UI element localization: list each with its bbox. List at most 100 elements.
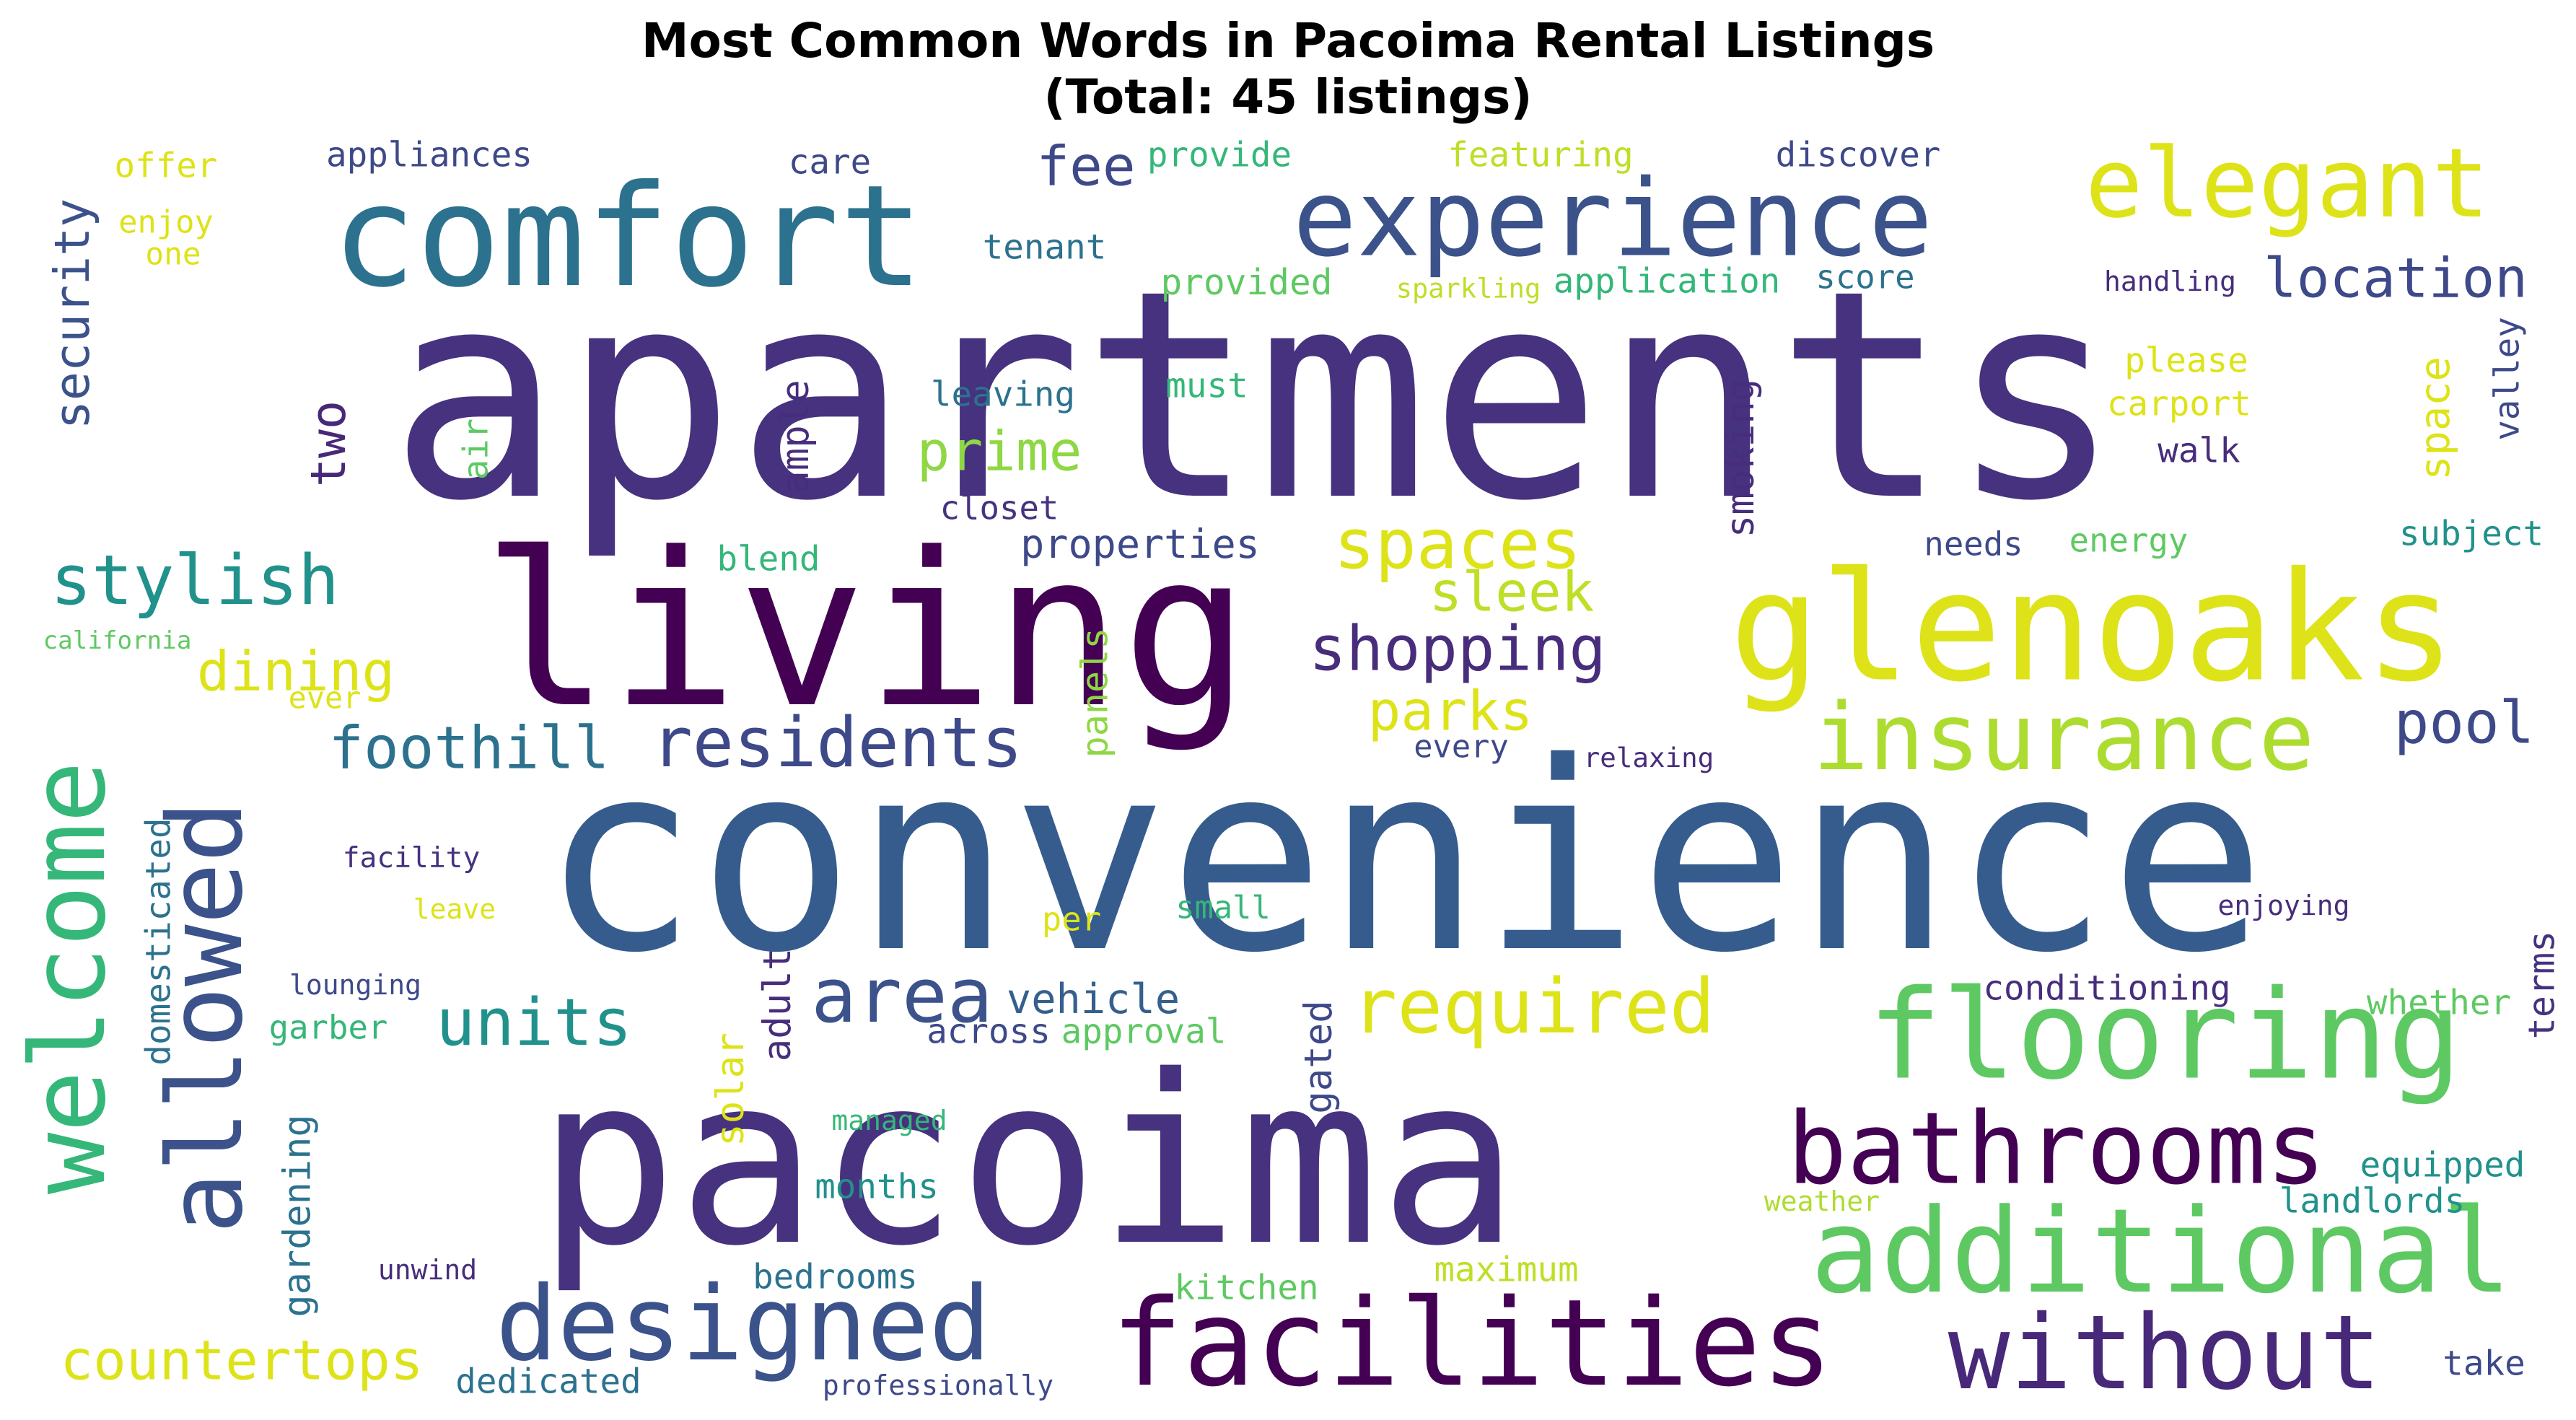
chart-title: Most Common Words in Pacoima Rental List… <box>0 13 2576 126</box>
word-allowed: allowed <box>146 801 266 1235</box>
word-parks: parks <box>1368 679 1533 743</box>
word-leave: leave <box>413 893 496 925</box>
word-welcome: welcome <box>9 761 128 1195</box>
word-experience: experience <box>1293 157 1933 281</box>
word-gated: gated <box>1297 1000 1341 1113</box>
word-lounging: lounging <box>289 969 421 1001</box>
word-sleek: sleek <box>1429 560 1595 624</box>
word-dedicated: dedicated <box>455 1362 641 1402</box>
word-managed: managed <box>831 1105 947 1136</box>
word-gardening: gardening <box>276 1114 320 1317</box>
word-terms: terms <box>2521 931 2563 1040</box>
word-solar: solar <box>709 1033 753 1146</box>
word-designed: designed <box>496 1264 991 1384</box>
word-per: per <box>1042 900 1101 939</box>
word-closet: closet <box>940 489 1059 527</box>
word-unwind: unwind <box>378 1254 477 1286</box>
chart-title-line-2: (Total: 45 listings) <box>1043 69 1533 125</box>
word-appliances: appliances <box>326 136 533 175</box>
word-bedrooms: bedrooms <box>753 1258 918 1297</box>
word-leaving: leaving <box>931 375 1075 415</box>
word-relaxing: relaxing <box>1584 742 1714 773</box>
word-walk: walk <box>2157 431 2240 471</box>
word-comfort: comfort <box>332 154 924 318</box>
word-glenoaks: glenoaks <box>1730 540 2456 716</box>
word-across: across <box>926 1012 1051 1052</box>
word-residents: residents <box>652 704 1023 783</box>
word-professionally: professionally <box>823 1369 1053 1401</box>
word-vehicle: vehicle <box>1007 976 1180 1023</box>
word-conditioning: conditioning <box>1983 969 2230 1009</box>
word-units: units <box>436 985 632 1061</box>
word-every: every <box>1414 729 1509 766</box>
word-apartments: apartments <box>389 229 2122 564</box>
word-months: months <box>815 1167 939 1207</box>
word-sparkling: sparkling <box>1396 273 1541 304</box>
word-spaces: spaces <box>1333 505 1581 584</box>
word-enjoying: enjoying <box>2217 890 2349 921</box>
word-bathrooms: bathrooms <box>1787 1092 2326 1207</box>
word-featuring: featuring <box>1447 136 1633 175</box>
word-weather: weather <box>1764 1185 1880 1217</box>
word-enjoy: enjoy <box>118 204 214 241</box>
word-facility: facility <box>343 841 481 875</box>
word-care: care <box>789 143 871 183</box>
word-blend: blend <box>717 540 820 579</box>
word-domesticated: domesticated <box>139 818 179 1065</box>
word-application: application <box>1554 262 1781 302</box>
word-shopping: shopping <box>1309 614 1606 685</box>
word-fee: fee <box>1036 134 1135 198</box>
word-take: take <box>2443 1344 2525 1384</box>
word-location: location <box>2264 246 2528 310</box>
word-valley: valley <box>2488 317 2528 441</box>
word-one: one <box>145 237 201 273</box>
word-kitchen: kitchen <box>1174 1268 1318 1308</box>
word-energy: energy <box>2069 522 2189 560</box>
word-offer: offer <box>115 146 218 186</box>
word-must: must <box>1165 367 1248 406</box>
word-discover: discover <box>1776 136 1941 175</box>
word-please: please <box>2124 341 2248 381</box>
word-provided: provided <box>1161 261 1333 303</box>
word-flooring: flooring <box>1867 964 2462 1108</box>
word-space: space <box>2411 356 2459 481</box>
word-pool: pool <box>2394 690 2535 758</box>
word-area: area <box>811 952 993 1040</box>
word-equipped: equipped <box>2360 1146 2525 1185</box>
word-smoking: smoking <box>1719 379 1763 538</box>
word-ever: ever <box>289 680 362 716</box>
word-two: two <box>300 400 356 487</box>
word-adult: adult <box>755 948 799 1061</box>
word-living: living <box>482 508 1250 755</box>
word-maximum: maximum <box>1434 1250 1578 1290</box>
word-pacoima: pacoima <box>537 1026 1519 1297</box>
word-insurance: insurance <box>1813 684 2314 792</box>
word-california: california <box>43 626 192 655</box>
word-dining: dining <box>197 639 395 704</box>
word-needs: needs <box>1924 525 2023 564</box>
word-without: without <box>1948 1293 2382 1413</box>
word-prime: prime <box>917 419 1082 483</box>
word-score: score <box>1815 258 1914 297</box>
word-air: air <box>457 418 496 480</box>
word-whether: whether <box>2367 983 2511 1023</box>
word-countertops: countertops <box>60 1328 423 1393</box>
word-panels: panels <box>1074 628 1116 758</box>
word-provide: provide <box>1147 136 1292 175</box>
word-additional: additional <box>1810 1184 2512 1320</box>
word-convenience: convenience <box>541 707 2266 1010</box>
word-ample: ample <box>774 380 818 493</box>
word-foothill: foothill <box>328 715 609 783</box>
word-garber: garber <box>269 1009 388 1047</box>
word-security: security <box>44 198 100 429</box>
word-facilities: facilities <box>1110 1274 1833 1414</box>
word-properties: properties <box>1020 521 1260 567</box>
word-stylish: stylish <box>51 541 339 621</box>
word-landlords: landlords <box>2279 1182 2465 1222</box>
word-required: required <box>1351 963 1714 1051</box>
word-subject: subject <box>2399 514 2544 554</box>
word-small: small <box>1175 890 1271 926</box>
word-approval: approval <box>1061 1012 1227 1052</box>
word-carport: carport <box>2107 385 2251 424</box>
